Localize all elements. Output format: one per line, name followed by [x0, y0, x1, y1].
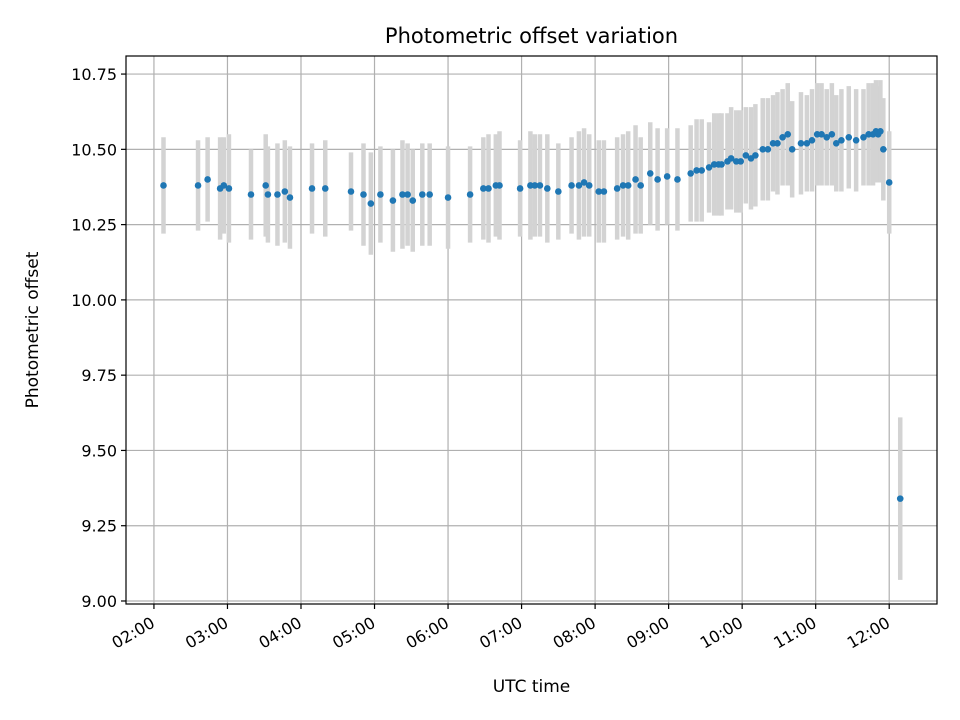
y-tick-label: 9.50	[81, 441, 117, 460]
data-point	[194, 182, 202, 189]
data-point	[262, 182, 270, 189]
data-point	[737, 158, 744, 165]
data-point	[308, 185, 316, 192]
data-points	[160, 127, 904, 502]
data-point	[247, 191, 255, 198]
data-point	[693, 167, 700, 174]
data-point	[742, 152, 750, 159]
data-point	[828, 130, 836, 138]
data-point	[705, 164, 713, 171]
data-point	[160, 182, 167, 189]
y-axis-ticks: 9.00 9.25 9.50 9.75 10.00 10.25 10.50 10.75	[71, 65, 126, 611]
data-point	[575, 182, 583, 189]
data-point	[286, 194, 294, 201]
data-point	[480, 185, 487, 192]
data-point	[544, 185, 551, 192]
data-point	[896, 495, 904, 502]
data-point	[885, 179, 893, 186]
data-point	[759, 146, 767, 153]
data-point	[409, 197, 417, 204]
data-point	[555, 188, 562, 195]
data-point	[321, 185, 329, 192]
data-point	[818, 130, 825, 138]
data-point	[727, 155, 735, 162]
data-point	[595, 188, 603, 195]
data-point	[619, 182, 627, 189]
data-point	[367, 200, 375, 207]
data-point	[797, 140, 805, 147]
data-point	[274, 191, 281, 198]
data-point	[225, 185, 233, 192]
data-point	[779, 133, 786, 141]
x-axis-label: UTC time	[493, 677, 571, 697]
data-point	[204, 176, 211, 183]
data-point	[752, 152, 759, 159]
data-point	[788, 146, 796, 153]
data-point	[585, 182, 593, 189]
data-point	[845, 133, 853, 141]
data-point	[531, 182, 539, 189]
y-tick-label: 10.25	[71, 216, 117, 235]
y-tick-label: 10.50	[71, 140, 117, 159]
data-point	[880, 146, 887, 153]
data-point	[580, 179, 588, 186]
chart-title: Photometric offset variation	[385, 24, 678, 48]
data-point	[832, 140, 840, 147]
y-tick-label: 10.75	[71, 65, 117, 84]
y-tick-label: 9.00	[81, 592, 117, 611]
y-tick-label: 10.00	[71, 291, 117, 310]
data-point	[466, 191, 474, 198]
data-point	[687, 170, 694, 177]
data-point	[613, 185, 621, 192]
data-point	[632, 176, 639, 183]
data-point	[264, 191, 272, 198]
data-point	[803, 140, 811, 147]
data-point	[444, 194, 452, 201]
data-point	[698, 167, 706, 174]
data-point	[774, 140, 781, 147]
data-point	[663, 173, 671, 180]
data-point	[624, 182, 632, 189]
data-point	[485, 185, 492, 192]
y-tick-label: 9.75	[81, 366, 117, 385]
data-point	[808, 137, 816, 144]
data-point	[347, 188, 355, 195]
data-point	[377, 191, 384, 198]
y-axis-label: Photometric offset	[23, 251, 43, 408]
data-point	[281, 188, 289, 195]
data-point	[784, 130, 792, 138]
data-point	[600, 188, 608, 195]
data-point	[419, 191, 426, 198]
data-point	[674, 176, 681, 183]
data-point	[764, 146, 772, 153]
data-point	[220, 182, 228, 189]
plot-area-frame	[125, 55, 938, 605]
data-point	[838, 137, 845, 144]
data-point	[426, 191, 433, 198]
data-point	[852, 137, 860, 144]
data-point	[404, 191, 411, 198]
data-point	[877, 127, 884, 135]
data-point	[389, 197, 397, 204]
data-point	[568, 182, 575, 189]
y-tick-label: 9.25	[81, 517, 117, 536]
data-point	[646, 170, 654, 177]
data-point	[360, 191, 367, 198]
data-point	[516, 185, 524, 192]
data-point	[654, 176, 661, 183]
data-point	[718, 161, 725, 168]
data-point	[399, 191, 406, 198]
data-point	[536, 182, 544, 189]
data-point	[860, 133, 867, 141]
data-point	[496, 182, 503, 189]
data-point	[823, 133, 831, 141]
data-point	[637, 182, 644, 189]
